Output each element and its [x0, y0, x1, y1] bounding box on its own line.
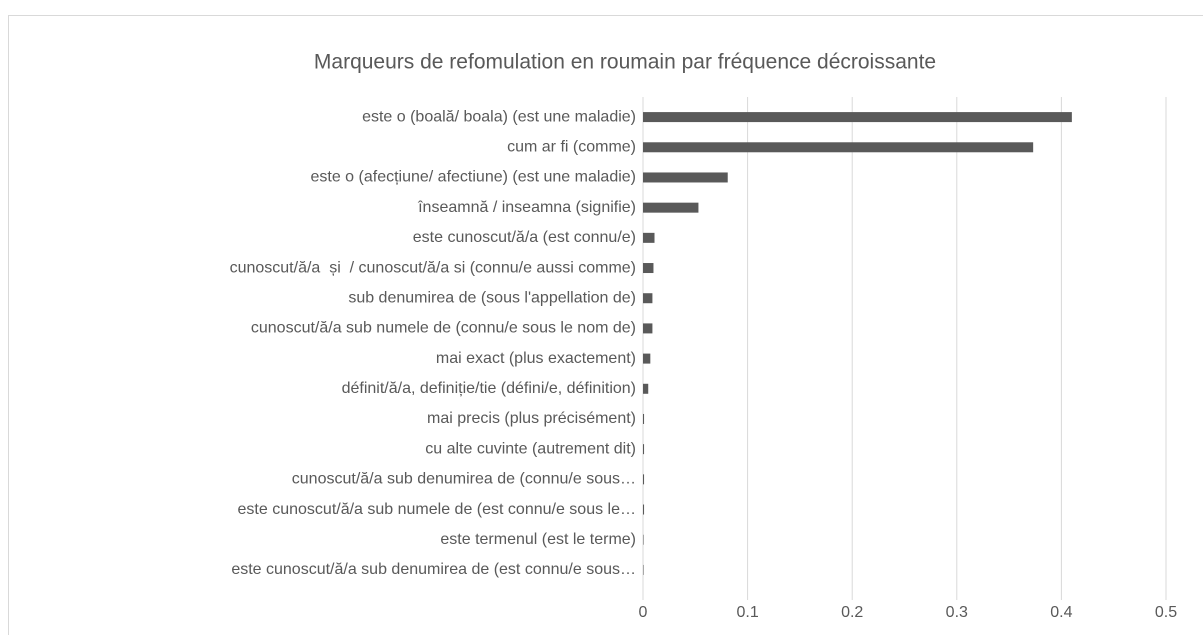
bar — [643, 172, 728, 183]
y-tick-label: înseamnă / inseamna (signifie) — [417, 199, 636, 216]
y-tick-label: définit/ă/a, definiție/tie (défini/e, dé… — [342, 380, 636, 397]
x-tick-label: 0.4 — [1050, 604, 1072, 621]
y-tick-label: este cunoscut/ă/a (est connu/e) — [413, 229, 636, 246]
x-tick-label: 0.5 — [1155, 604, 1177, 621]
bar — [643, 534, 644, 545]
y-tick-label: este cunoscut/ă/a sub denumirea de (est … — [231, 561, 636, 578]
bar — [643, 323, 653, 334]
bar — [643, 413, 645, 424]
y-tick-label: este cunoscut/ă/a sub numele de (est con… — [238, 501, 636, 518]
bar — [643, 383, 649, 394]
bar — [643, 202, 699, 213]
x-tick-label: 0.1 — [736, 604, 758, 621]
y-tick-label: cunoscut/ă/a sub numele de (connu/e sous… — [251, 320, 636, 337]
y-tick-label: este o (boală/ boala) (est une maladie) — [362, 108, 636, 125]
x-tick-label: 0.3 — [946, 604, 968, 621]
y-tick-label: sub denumirea de (sous l'appellation de) — [348, 289, 636, 306]
y-tick-label: cunoscut/ă/a sub denumirea de (connu/e s… — [292, 471, 636, 488]
y-tick-label: cu alte cuvinte (autrement dit) — [425, 440, 636, 457]
y-tick-label: este termenul (est le terme) — [440, 531, 636, 548]
bar — [643, 564, 644, 575]
bar — [643, 293, 653, 304]
y-tick-label: este o (afecțiune/ afectiune) (est une m… — [310, 169, 636, 186]
chart-title: Marqueurs de refomulation en roumain par… — [314, 51, 936, 74]
y-tick-label: mai exact (plus exactement) — [436, 350, 636, 367]
bar — [643, 142, 1034, 153]
bar — [643, 232, 655, 243]
bar — [643, 353, 651, 364]
x-tick-label: 0.2 — [841, 604, 863, 621]
bar — [643, 474, 645, 485]
bar — [643, 504, 645, 515]
bar — [643, 263, 654, 274]
y-tick-label: cunoscut/ă/a și / cunoscut/ă/a si (connu… — [230, 259, 636, 276]
bar — [643, 444, 645, 455]
y-tick-label: mai precis (plus précisément) — [427, 410, 636, 427]
y-tick-label: cum ar fi (comme) — [507, 139, 636, 156]
x-tick-label: 0 — [639, 604, 648, 621]
bar — [643, 112, 1072, 123]
